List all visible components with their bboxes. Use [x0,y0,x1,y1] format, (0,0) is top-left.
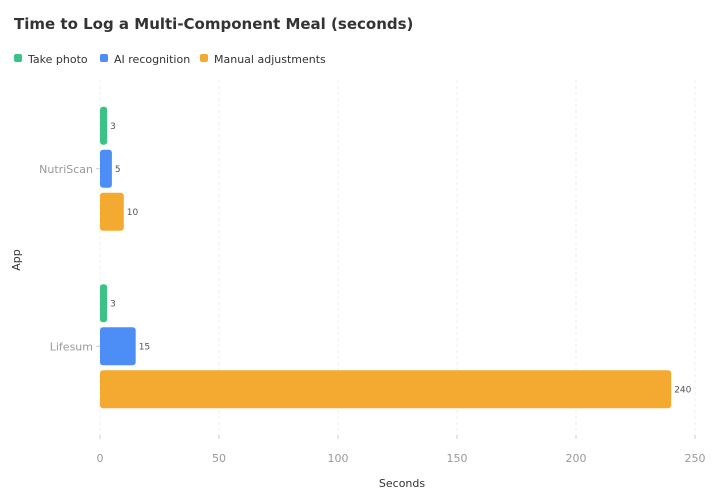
bar [100,327,136,366]
legend-label: Manual adjustments [214,53,326,66]
bar [100,370,672,409]
bar [100,106,108,145]
bar-value-label: 10 [127,208,139,218]
legend-label: Take photo [27,53,88,66]
x-tick-label: 50 [212,452,226,465]
chart-title: Time to Log a Multi-Component Meal (seco… [14,15,413,33]
legend-swatch [200,54,208,62]
x-tick-label: 250 [685,452,706,465]
legend-swatch [100,54,108,62]
x-tick-label: 100 [328,452,349,465]
x-tick-label: 200 [566,452,587,465]
y-tick-label: Lifesum [50,340,93,353]
y-axis-title: App [10,249,23,271]
x-tick-label: 0 [97,452,104,465]
bars: 3 5 10 3 15 240 [100,106,692,409]
legend: Take photo AI recognition Manual adjustmen… [14,53,326,66]
bar-value-label: 3 [110,299,116,309]
x-tick-label: 150 [447,452,468,465]
y-tick-label: NutriScan [39,163,93,176]
bar-value-label: 3 [110,122,116,132]
bar [100,284,108,323]
bar-value-label: 5 [115,165,121,175]
bar [100,192,124,231]
legend-label: AI recognition [114,53,190,66]
legend-swatch [14,54,22,62]
y-axis: NutriScan Lifesum [39,163,100,353]
bar-value-label: 15 [139,342,150,352]
x-axis: 0 50 100 150 200 250 [97,435,706,465]
x-axis-title: Seconds [379,477,425,490]
bar-value-label: 240 [674,385,691,395]
bar [100,149,112,188]
